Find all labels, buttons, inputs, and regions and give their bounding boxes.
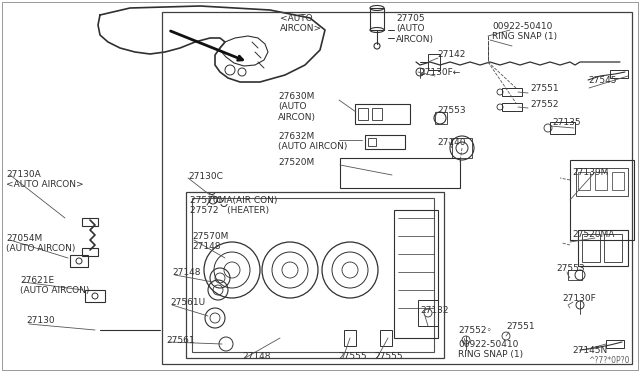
Bar [368,138,376,146]
Bar [612,172,624,190]
Bar [428,54,440,70]
Bar [452,138,472,158]
Bar [344,330,356,346]
Bar [595,172,607,190]
Bar [604,234,622,262]
Bar [355,104,410,124]
Bar [435,112,447,124]
Text: 27130F: 27130F [562,294,596,303]
Text: 00922-50410
RING SNAP (1): 00922-50410 RING SNAP (1) [458,340,523,359]
Text: 27553: 27553 [437,106,466,115]
Bar [576,168,628,196]
Bar [365,135,405,149]
Text: 27520MA: 27520MA [572,230,614,239]
Bar [568,270,582,280]
Bar [82,248,98,256]
Text: 27551: 27551 [530,84,559,93]
Bar [85,290,105,302]
Text: 27148: 27148 [242,352,271,361]
Bar [570,160,634,240]
Text: 27139M: 27139M [572,168,609,177]
Bar [162,12,632,364]
Text: 00922-50410
RING SNAP (1): 00922-50410 RING SNAP (1) [492,22,557,41]
Text: 27545: 27545 [588,76,616,85]
Bar [186,192,444,358]
Text: 27142: 27142 [437,50,465,59]
Text: 27130F←: 27130F← [419,68,460,77]
Text: 27555: 27555 [338,352,367,361]
Text: 27632M
(AUTO AIRCON): 27632M (AUTO AIRCON) [278,132,348,151]
Text: 27132: 27132 [420,306,449,315]
Bar [340,158,460,188]
Text: 27630M
(AUTO
AIRCON): 27630M (AUTO AIRCON) [278,92,316,122]
Bar [606,340,624,348]
Bar [578,172,590,190]
Text: 27621E
(AUTO AIRCON): 27621E (AUTO AIRCON) [20,276,90,295]
Text: 27148: 27148 [172,268,200,277]
Text: 27561U: 27561U [170,298,205,307]
Text: 27054M
(AUTO AIRCON): 27054M (AUTO AIRCON) [6,234,76,253]
Bar [418,300,438,326]
Text: 27561: 27561 [166,336,195,345]
Text: <AUTO
AIRCON>: <AUTO AIRCON> [280,14,322,33]
Text: 27552: 27552 [530,100,559,109]
Text: 27555: 27555 [374,352,403,361]
Bar [578,230,628,266]
Text: 27570M
27148: 27570M 27148 [192,232,228,251]
Bar [610,70,628,78]
Bar [502,103,522,111]
Text: 27130: 27130 [26,316,54,325]
Text: 27520M: 27520M [278,158,314,167]
Bar [70,255,88,267]
Text: 27130C: 27130C [188,172,223,181]
Bar [370,8,384,30]
Bar [358,108,368,120]
Text: 27135: 27135 [552,118,580,127]
Text: 27551: 27551 [506,322,534,331]
Text: 27140: 27140 [437,138,465,147]
Text: 27130A
<AUTO AIRCON>: 27130A <AUTO AIRCON> [6,170,84,189]
Bar [82,218,98,226]
Bar [582,234,600,262]
Bar [550,122,575,134]
Bar [502,88,522,96]
Bar [394,210,438,338]
Text: 27145N: 27145N [572,346,607,355]
Text: 27552◦: 27552◦ [458,326,492,335]
Bar [380,330,392,346]
Text: ^?7?*0P?0: ^?7?*0P?0 [589,356,630,365]
Text: 27553: 27553 [556,264,584,273]
Text: 27705
(AUTO
AIRCON): 27705 (AUTO AIRCON) [396,14,434,44]
Text: 27570MA(AIR CON)
27572   (HEATER): 27570MA(AIR CON) 27572 (HEATER) [190,196,277,215]
Bar [192,198,434,352]
Bar [372,108,382,120]
